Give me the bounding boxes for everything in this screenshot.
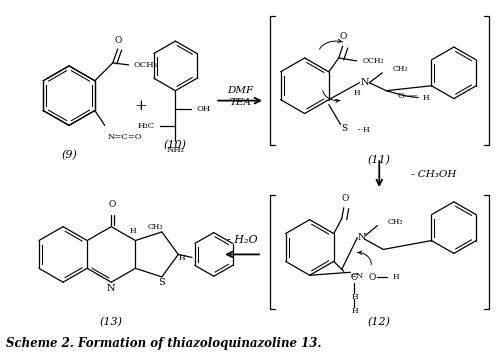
Text: OCH₃: OCH₃ xyxy=(134,61,158,69)
Text: O: O xyxy=(398,92,404,100)
Text: CH₃: CH₃ xyxy=(392,65,407,73)
Text: - CH₃OH: - CH₃OH xyxy=(411,170,457,179)
Text: C: C xyxy=(351,273,358,282)
Text: —: — xyxy=(409,92,418,100)
Text: H: H xyxy=(179,255,186,262)
Text: S: S xyxy=(342,124,347,133)
Text: H: H xyxy=(423,94,430,102)
Text: H₃C: H₃C xyxy=(138,122,154,130)
Text: NH₂: NH₂ xyxy=(166,146,184,154)
Text: O: O xyxy=(108,200,116,209)
Text: N: N xyxy=(107,284,116,293)
Text: H: H xyxy=(351,293,358,301)
Text: CH₃: CH₃ xyxy=(148,222,162,231)
Text: DMF: DMF xyxy=(227,86,253,95)
Text: (11): (11) xyxy=(368,155,391,166)
Text: +: + xyxy=(134,99,147,113)
Text: N=C=O: N=C=O xyxy=(108,133,142,141)
Text: (13): (13) xyxy=(100,317,122,327)
Text: (9): (9) xyxy=(61,150,77,161)
Text: N: N xyxy=(357,233,366,242)
Text: H: H xyxy=(351,307,358,315)
Text: Scheme 2. Formation of thiazoloquinazoline 13.: Scheme 2. Formation of thiazoloquinazoli… xyxy=(6,337,322,350)
Text: O: O xyxy=(339,32,346,41)
Text: H: H xyxy=(129,226,136,235)
Text: =N: =N xyxy=(348,272,363,280)
Text: (12): (12) xyxy=(368,317,391,327)
Text: (10): (10) xyxy=(164,140,187,150)
Text: H: H xyxy=(353,89,360,97)
Text: OCH₃: OCH₃ xyxy=(362,57,384,65)
Text: CH₃: CH₃ xyxy=(387,218,402,226)
Text: ···H: ···H xyxy=(356,126,370,134)
Text: S: S xyxy=(158,278,165,287)
Text: OH: OH xyxy=(196,104,210,113)
Text: O: O xyxy=(114,36,122,45)
Text: N: N xyxy=(360,78,368,87)
Text: O: O xyxy=(341,194,348,203)
Text: H: H xyxy=(392,273,399,281)
Text: TEA: TEA xyxy=(229,98,251,107)
Text: - H₂O: - H₂O xyxy=(226,234,258,244)
Text: O: O xyxy=(368,273,376,282)
